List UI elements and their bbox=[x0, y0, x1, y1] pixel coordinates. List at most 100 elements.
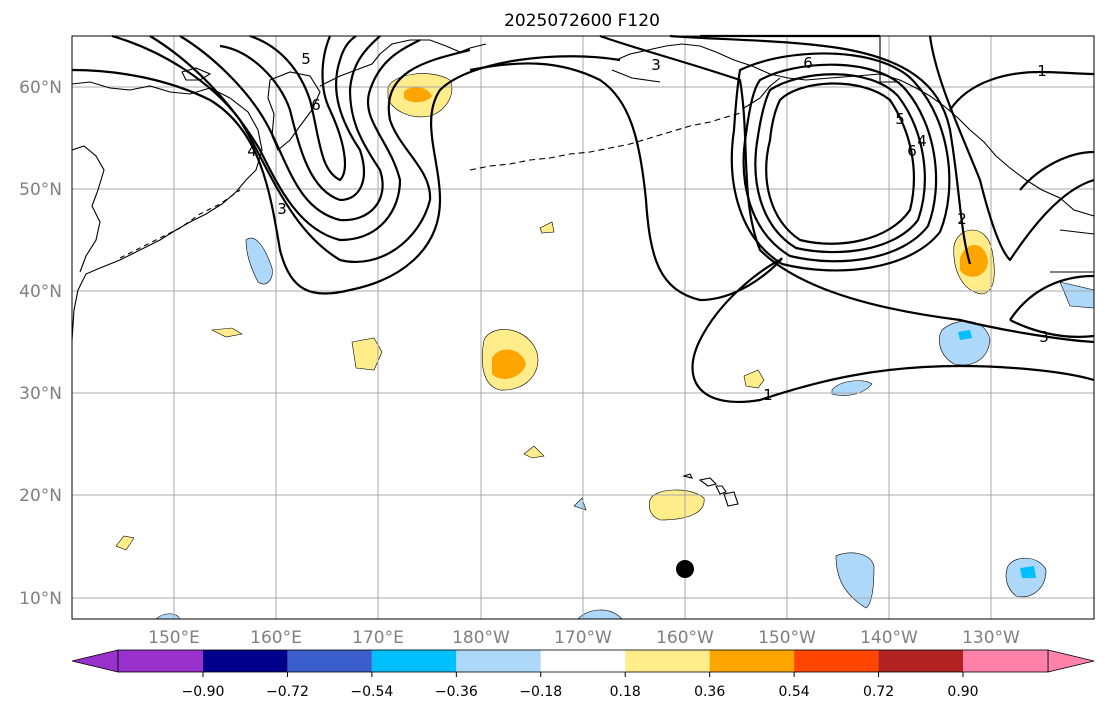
lon-label: 170°W bbox=[554, 628, 612, 648]
contour-line bbox=[742, 63, 938, 263]
lat-axis: 60°N 50°N 40°N 30°N 20°N 10°N bbox=[19, 78, 62, 609]
colorbar-segment bbox=[287, 650, 372, 672]
colorbar-segment bbox=[878, 650, 963, 672]
colorbar-tick-label: 0.90 bbox=[947, 684, 978, 700]
colorbar-segment bbox=[540, 650, 626, 672]
colorbar-segment bbox=[118, 650, 203, 672]
contour-line bbox=[599, 34, 1095, 344]
coastline-hawaii bbox=[715, 485, 727, 495]
lat-label: 40°N bbox=[19, 282, 62, 302]
contour-line bbox=[730, 52, 951, 272]
contour-line bbox=[219, 35, 365, 202]
lon-axis: 150°E 160°E 170°E 180°W 170°W 160°W 150°… bbox=[148, 628, 1020, 648]
lon-label: 150°W bbox=[758, 628, 816, 648]
colorbar-extend-right bbox=[1047, 649, 1095, 673]
coastline-hawaii bbox=[723, 491, 739, 507]
contour-label: 2 bbox=[957, 210, 967, 228]
contour-line bbox=[765, 82, 916, 245]
colorbar-tick-label: 0.54 bbox=[779, 684, 810, 700]
lat-label: 60°N bbox=[19, 78, 62, 98]
lat-label: 30°N bbox=[19, 384, 62, 404]
anomaly-pos bbox=[210, 327, 243, 338]
contour-line bbox=[469, 62, 1095, 403]
colorbar-segment bbox=[625, 650, 710, 672]
colorbar: −0.90 −0.72 −0.54 −0.36 −0.18 0.18 0.36 0.54 0.7… bbox=[71, 649, 1095, 700]
shaded-anomalies bbox=[115, 73, 1095, 620]
contour-label: 5 bbox=[895, 110, 905, 128]
coastline-bc bbox=[1059, 229, 1095, 235]
coastline-kurils bbox=[119, 189, 241, 259]
contour-line bbox=[249, 34, 347, 182]
coastline-sakhalin bbox=[71, 145, 105, 273]
anomaly-pos bbox=[743, 369, 765, 389]
coastline-aleutians bbox=[469, 111, 745, 171]
anomaly-neg-core bbox=[1020, 566, 1036, 578]
anomaly-pos-core bbox=[492, 349, 526, 379]
lon-label: 160°W bbox=[656, 628, 714, 648]
contour-label: 3 bbox=[1039, 328, 1049, 346]
lon-label: 150°E bbox=[148, 628, 200, 648]
contour-label: 6 bbox=[803, 54, 813, 72]
contour-line bbox=[1019, 150, 1095, 191]
contour-line bbox=[1009, 274, 1095, 338]
colorbar-segment bbox=[203, 650, 288, 672]
anomaly-neg bbox=[831, 380, 873, 396]
colorbar-segment bbox=[794, 650, 879, 672]
colorbar-segment bbox=[371, 650, 457, 672]
contour-label: 4 bbox=[247, 142, 257, 160]
lon-label: 170°E bbox=[352, 628, 404, 648]
contour-labels: 5 6 4 3 3 6 5 4 6 2 1 3 1 bbox=[247, 50, 1049, 404]
contour-label: 3 bbox=[651, 56, 661, 74]
lon-label: 160°E bbox=[250, 628, 302, 648]
map-frame bbox=[71, 35, 1095, 620]
contour-line bbox=[928, 35, 1095, 262]
anomaly-pos bbox=[523, 445, 545, 459]
coastline-asia bbox=[71, 81, 263, 341]
colorbar-tick-label: −0.90 bbox=[182, 684, 225, 700]
anomaly-neg bbox=[835, 552, 875, 609]
lon-label: 140°W bbox=[860, 628, 918, 648]
lon-label: 130°W bbox=[962, 628, 1020, 648]
lat-label: 10°N bbox=[19, 589, 62, 609]
contour-label: 1 bbox=[1037, 62, 1047, 80]
colorbar-extend-left bbox=[71, 649, 119, 673]
contour-label: 6 bbox=[311, 96, 321, 114]
anomaly-pos bbox=[539, 221, 555, 234]
coastline-seward bbox=[611, 69, 661, 83]
contour-line bbox=[179, 35, 384, 222]
colorbar-segment bbox=[963, 650, 1048, 672]
map-title: 2025072600 F120 bbox=[504, 11, 660, 31]
colorbar-tick-label: −0.54 bbox=[350, 684, 393, 700]
contour-line bbox=[71, 55, 621, 295]
colorbar-frame bbox=[117, 649, 1049, 673]
contour-line bbox=[669, 34, 972, 265]
contour-line bbox=[754, 73, 926, 254]
contour-label: 5 bbox=[301, 50, 311, 68]
coastline-hawaii bbox=[682, 473, 694, 479]
anomaly-neg bbox=[245, 237, 273, 285]
colorbar-tick-label: −0.18 bbox=[519, 684, 562, 700]
anomaly-pos bbox=[649, 489, 705, 521]
contour-line bbox=[949, 70, 1095, 111]
colorbar-tick-label: −0.36 bbox=[435, 684, 478, 700]
colorbar-tick-label: 0.18 bbox=[610, 684, 641, 700]
lon-label: 180°W bbox=[452, 628, 510, 648]
anomaly-neg-core bbox=[958, 330, 972, 340]
contour-line bbox=[149, 35, 421, 242]
anomaly-pos-core bbox=[404, 87, 432, 103]
contour-lines bbox=[71, 34, 1095, 403]
storm-center-dot bbox=[676, 560, 694, 578]
colorbar-tick-label: 0.36 bbox=[694, 684, 725, 700]
lat-label: 50°N bbox=[19, 180, 62, 200]
anomaly-pos bbox=[115, 535, 135, 551]
colorbar-segment bbox=[709, 650, 795, 672]
lat-label: 20°N bbox=[19, 486, 62, 506]
contour-label: 3 bbox=[277, 200, 287, 218]
colorbar-segment bbox=[456, 650, 541, 672]
colorbar-tick-label: 0.72 bbox=[863, 684, 894, 700]
contour-label: 6 bbox=[907, 142, 917, 160]
coastline-hawaii bbox=[698, 477, 718, 487]
colorbar-tick-label: −0.72 bbox=[266, 684, 309, 700]
contour-label: 1 bbox=[763, 386, 773, 404]
